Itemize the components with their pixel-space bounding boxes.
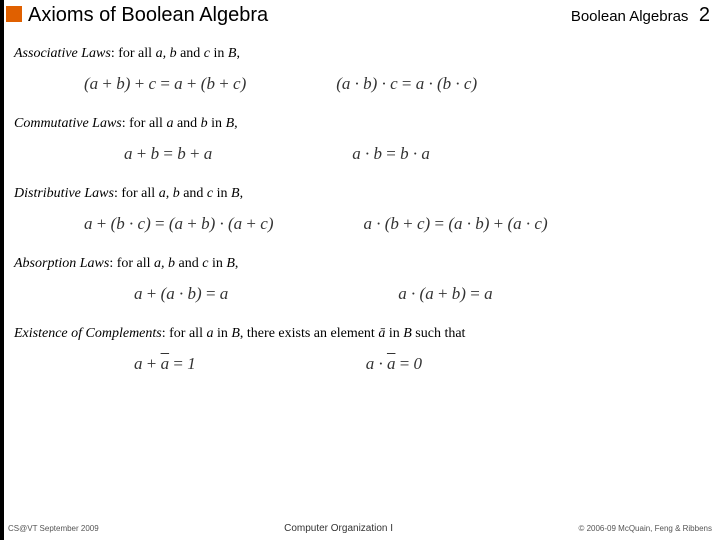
slide-footer: CS@VT September 2009 Computer Organizati… [8,523,712,534]
section-name: Boolean Algebras [571,8,689,25]
comma: , [236,46,240,61]
absorption-heading: Absorption Laws: for all a, b and c in B… [14,256,710,272]
slide-title: Axioms of Boolean Algebra [28,4,268,27]
law-name: Distributive Laws [14,186,114,201]
associative-heading: Associative Laws: for all a, b and c in … [14,46,710,62]
cond-post: in [213,186,231,201]
tail2: in [385,326,403,341]
absorption-equations: a + (a · b) = a a · (a + b) = a [14,276,710,318]
cond-pre: : for all [162,326,207,341]
tail3: such that [412,326,466,341]
vars: a, b [154,256,175,271]
commutative-heading: Commutative Laws: for all a and b in B, [14,116,710,132]
law-name: Associative Laws [14,46,111,61]
law-name: Commutative Laws [14,116,122,131]
footer-center: Computer Organization I [284,523,393,534]
var2: b [201,116,208,131]
dist-eq1: a + (b · c) = (a + b) · (a + c) [84,214,273,234]
cond-pre: : for all [122,116,167,131]
cond-pre: : for all [109,256,154,271]
absorp-eq2: a · (a + b) = a [398,284,492,304]
section-label: Boolean Algebras 2 [571,4,710,27]
comm-eq1: a + b = b + a [124,144,212,164]
distributive-heading: Distributive Laws: for all a, b and c in… [14,186,710,202]
footer-right: © 2006-09 McQuain, Feng & Ribbens [578,524,712,533]
complements-heading: Existence of Complements: for all a in B… [14,326,710,342]
cond-pre: : for all [114,186,159,201]
set: B [226,256,235,271]
tail: , there exists an element [240,326,378,341]
vars: a, b [156,46,177,61]
distributive-equations: a + (b · c) = (a + b) · (a + c) a · (b +… [14,206,710,248]
cond-mid: and [173,116,200,131]
absorp-eq1: a + (a · b) = a [134,284,228,304]
set: B [231,326,240,341]
cond-post: in [208,116,226,131]
cond-post: in [210,46,228,61]
set: B [231,186,240,201]
complements-equations: a + a = 1 a · a = 0 [14,346,710,388]
footer-left: CS@VT September 2009 [8,524,99,533]
page-number: 2 [699,4,710,26]
assoc-eq2: (a · b) · c = a · (b · c) [336,74,477,94]
title-bullet [6,6,22,22]
comm-eq2: a · b = b · a [352,144,430,164]
cond-post: in [213,326,231,341]
law-name: Absorption Laws [14,256,109,271]
set2: B [403,326,412,341]
comma: , [234,116,238,131]
vars: a, b [159,186,180,201]
left-vertical-bar [0,0,4,540]
comma: , [240,186,244,201]
compl-eq2: a · a = 0 [366,354,422,374]
dist-eq2: a · (b + c) = (a · b) + (a · c) [363,214,547,234]
cond-mid: and [180,186,207,201]
law-name: Existence of Complements [14,326,162,341]
commutative-equations: a + b = b + a a · b = b · a [14,136,710,178]
assoc-eq1: (a + b) + c = a + (b + c) [84,74,246,94]
cond-pre: : for all [111,46,156,61]
comma: , [235,256,239,271]
compl-eq1: a + a = 1 [134,354,196,374]
associative-equations: (a + b) + c = a + (b + c) (a · b) · c = … [14,66,710,108]
slide-content: Associative Laws: for all a, b and c in … [14,38,710,388]
slide-header: Axioms of Boolean Algebra Boolean Algebr… [28,4,710,27]
cond-mid: and [177,46,204,61]
cond-post: in [208,256,226,271]
cond-mid: and [175,256,202,271]
set: B [226,116,235,131]
